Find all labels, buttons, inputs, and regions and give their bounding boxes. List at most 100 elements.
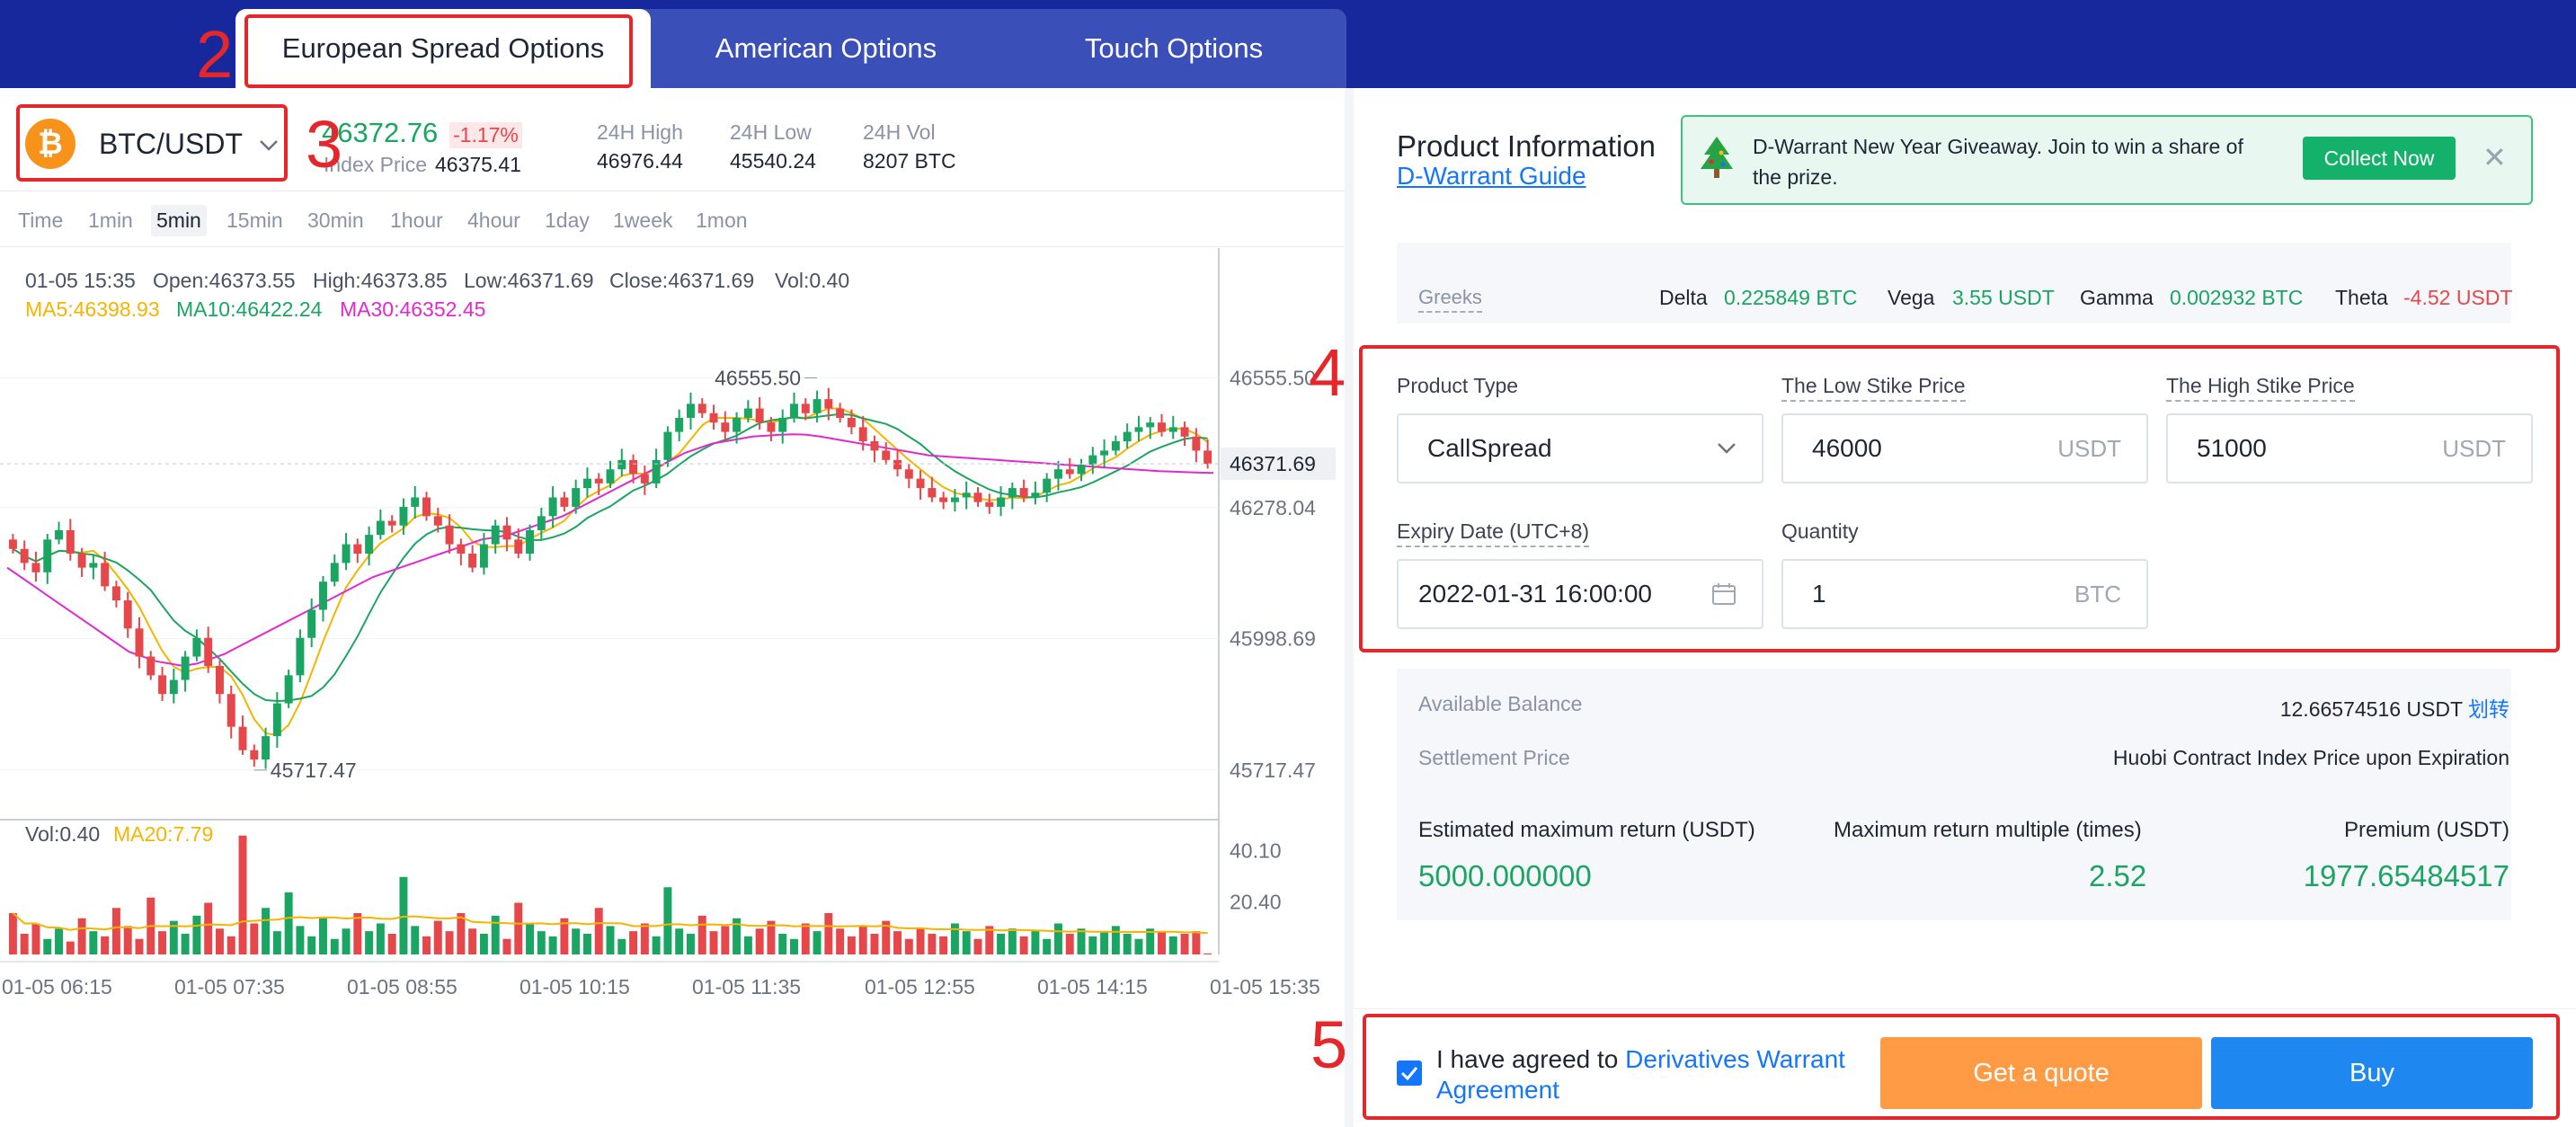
d-warrant-guide-link[interactable]: D-Warrant Guide [1397, 162, 1586, 190]
candle-body [526, 529, 535, 554]
volume-bar [801, 923, 810, 954]
agreement-checkbox[interactable] [1397, 1060, 1422, 1086]
volume-bar [1134, 938, 1143, 954]
candle-body [192, 637, 201, 657]
theta-label: Theta [2335, 286, 2388, 309]
candle-body [1146, 422, 1155, 428]
christmas-tree-icon [1701, 137, 1733, 178]
pair-selector[interactable]: ₿ BTC/USDT [25, 108, 284, 180]
candle-body [1043, 478, 1052, 493]
candle-body [433, 516, 442, 526]
candle-body [1100, 450, 1109, 456]
expiry-date-picker[interactable]: 2022-01-31 16:00:00 [1397, 559, 1763, 629]
interval-time[interactable]: Time [18, 209, 64, 232]
max-return-label: Estimated maximum return (USDT) [1418, 818, 1755, 842]
interval-1hour[interactable]: 1hour [390, 209, 443, 232]
volume-bar [181, 934, 190, 954]
volume-ma20-line [12, 912, 1208, 935]
stat-24h-high-value: 46976.44 [597, 149, 683, 173]
volume-bar [733, 918, 742, 954]
candle-body [882, 450, 891, 460]
collect-now-button[interactable]: Collect Now [2303, 137, 2456, 180]
chart-info-close: Close:46371.69 [609, 269, 754, 292]
candle-body [445, 525, 454, 545]
tab-european-spread-options[interactable]: European Spread Options [235, 9, 651, 88]
index-price-value: 46375.41 [435, 153, 521, 176]
volume-bar [560, 918, 569, 954]
candle-body [89, 563, 98, 568]
quantity-label: Quantity [1781, 519, 1859, 543]
volume-bar [767, 920, 776, 954]
interval-4hour[interactable]: 4hour [467, 209, 520, 232]
candle-body [1053, 469, 1062, 479]
price-chart[interactable]: 01-05 15:35 Open:46373.55 High:46373.85 … [0, 248, 1345, 1003]
volume-bar [743, 936, 752, 954]
get-quote-button[interactable]: Get a quote [1880, 1037, 2202, 1109]
product-type-label: Product Type [1397, 374, 1519, 397]
annotation-number-4: 4 [1309, 335, 1346, 410]
volume-bar [663, 887, 672, 954]
delta-value: 0.225849 BTC [1724, 286, 1858, 309]
volume-bar [997, 934, 1006, 954]
premium-value: 1977.65484517 [2303, 859, 2509, 892]
candle-body [250, 750, 259, 760]
volume-bar [77, 918, 86, 954]
volume-bar [89, 931, 98, 954]
price-tick-label: 46555.50 [1230, 366, 1316, 389]
candle-body [686, 404, 695, 418]
price-tick-label: 45717.47 [1230, 759, 1316, 782]
volume-bar [973, 938, 982, 954]
interval-1mon[interactable]: 1mon [696, 209, 748, 232]
buy-button[interactable]: Buy [2211, 1037, 2533, 1109]
derivatives-warrant-agreement-link[interactable]: Derivatives Warrant Agreement [1436, 1045, 1845, 1104]
interval-1day[interactable]: 1day [545, 209, 590, 232]
volume-bar [790, 938, 798, 954]
candle-body [479, 544, 488, 568]
candle-body [560, 497, 569, 507]
interval-30min[interactable]: 30min [307, 209, 364, 232]
volume-bar [1008, 928, 1017, 954]
close-icon[interactable]: ✕ [2483, 141, 2507, 173]
candle-body [502, 525, 511, 540]
volume-bar [468, 928, 477, 954]
greeks-label[interactable]: Greeks [1418, 286, 1482, 313]
candle-body [204, 637, 213, 666]
candle-body [847, 417, 856, 428]
candle-body [111, 586, 120, 601]
low-strike-input[interactable]: 46000 USDT [1781, 413, 2148, 484]
volume-bar [491, 915, 500, 954]
volume-bar [319, 918, 327, 954]
available-balance-label: Available Balance [1418, 692, 1583, 715]
volume-bar [250, 923, 259, 954]
vega-label: Vega [1888, 286, 1935, 309]
interval-15min[interactable]: 15min [227, 209, 283, 232]
volume-bar [836, 928, 845, 954]
product-type-select[interactable]: CallSpread [1397, 413, 1763, 484]
expiry-date-label: Expiry Date (UTC+8) [1397, 519, 1590, 547]
interval-5min[interactable]: 5min [151, 205, 207, 236]
tab-touch-options[interactable]: Touch Options [1084, 32, 1264, 64]
interval-1min[interactable]: 1min [88, 209, 133, 232]
volume-bar [1019, 936, 1028, 954]
interval-1week[interactable]: 1week [613, 209, 673, 232]
annotation-number-2: 2 [196, 17, 234, 92]
candle-body [238, 726, 247, 750]
ma10-line [12, 413, 1208, 703]
tab-american-options[interactable]: American Options [715, 32, 937, 64]
x-tick-label: 01-05 08:55 [347, 975, 457, 998]
candle-body [1134, 427, 1143, 432]
current-price-tag [1221, 448, 1336, 481]
chart-info-low: Low:46371.69 [464, 269, 594, 292]
candle-body [893, 459, 902, 470]
candle-body [870, 440, 879, 451]
annotation-number-3: 3 [306, 107, 343, 182]
candle-body [387, 520, 396, 526]
candle-body [916, 478, 925, 489]
transfer-link[interactable]: 划转 [2468, 697, 2509, 721]
quantity-input[interactable]: 1 BTC [1781, 559, 2148, 629]
volume-bar [1123, 934, 1132, 954]
volume-bar [675, 928, 684, 954]
volume-bar [1180, 934, 1189, 954]
volume-bar [20, 934, 29, 954]
high-strike-input[interactable]: 51000 USDT [2166, 413, 2533, 484]
